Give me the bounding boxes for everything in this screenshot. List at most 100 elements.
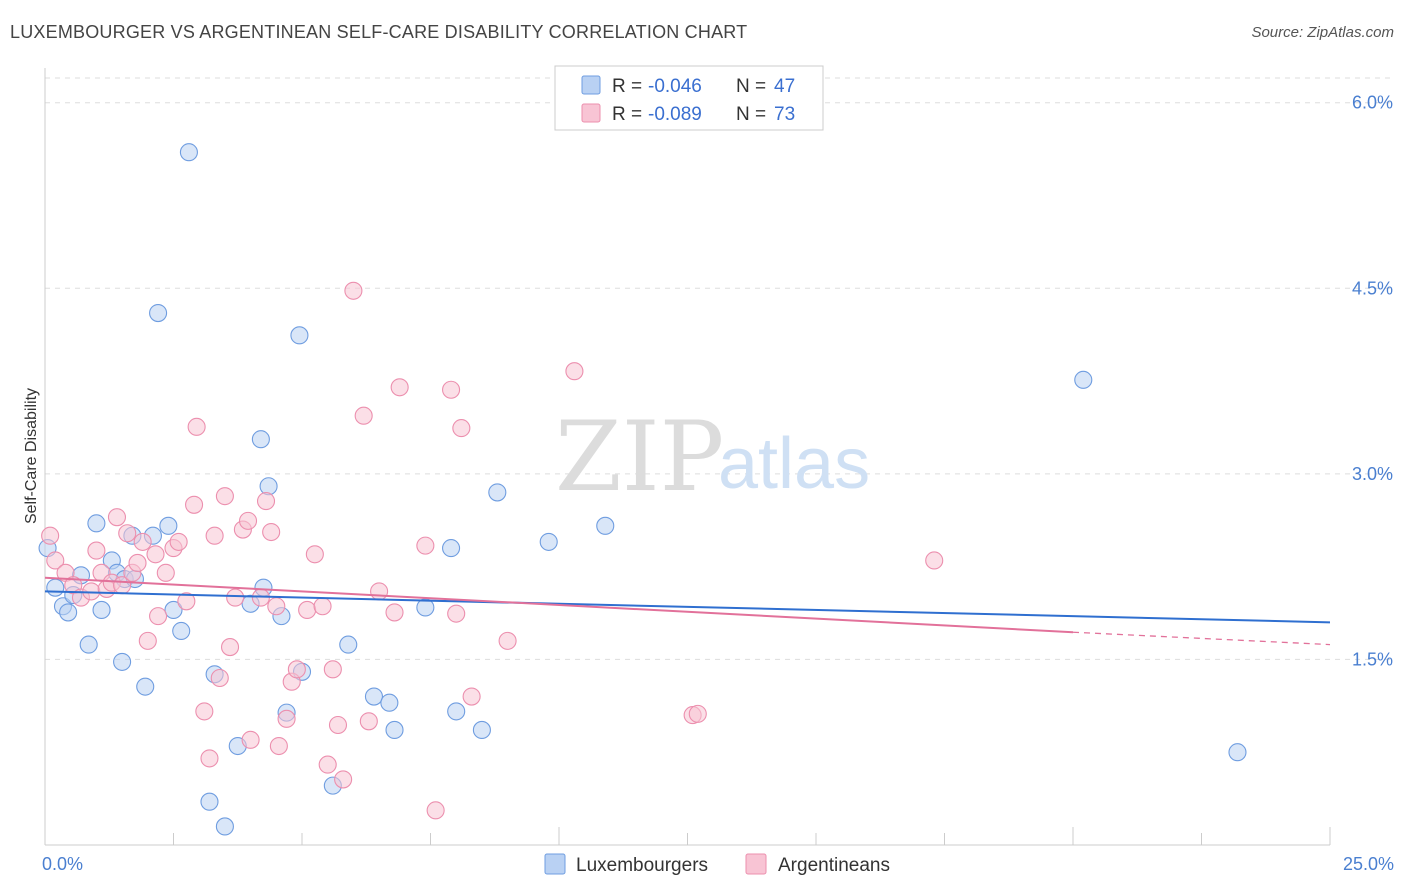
argentineans-point xyxy=(200,749,219,768)
argentineans-point xyxy=(118,524,137,543)
luxembourgers-point xyxy=(172,621,191,641)
argentineans-point xyxy=(442,380,461,399)
argentineans-point xyxy=(210,668,229,688)
luxembourgers-point xyxy=(364,687,384,706)
argentineans-point xyxy=(287,660,306,679)
argentineans-point xyxy=(226,588,245,607)
watermark: ZIP atlas xyxy=(555,401,870,513)
luxembourgers-point xyxy=(164,600,183,620)
argentineans-point xyxy=(169,532,188,551)
argentineans-point xyxy=(925,551,944,570)
legend-r-label: R = xyxy=(612,76,642,97)
luxembourgers-point xyxy=(179,143,198,162)
argentineans-point xyxy=(318,755,337,774)
argentineans-point xyxy=(185,495,204,514)
argentineans-point xyxy=(133,532,152,551)
argentineans-point xyxy=(107,508,127,527)
luxembourgers-point xyxy=(472,720,491,740)
luxembourgers-point xyxy=(442,539,461,558)
luxembourgers-point xyxy=(488,483,507,502)
y-tick-label: 4.5% xyxy=(1352,278,1393,298)
y-tick-label: 6.0% xyxy=(1352,93,1393,113)
argentineans-point xyxy=(215,487,234,506)
argentineans-point xyxy=(256,492,276,511)
luxembourgers-point xyxy=(149,303,168,323)
argentineans-point xyxy=(41,526,60,545)
argentineans-point xyxy=(416,536,435,555)
luxembourgers-point xyxy=(200,792,219,811)
legend-r-value: -0.046 xyxy=(648,76,702,97)
argentineans-point xyxy=(344,281,363,300)
x-tick-label: 0.0% xyxy=(42,854,83,874)
argentineans-point xyxy=(447,604,466,623)
series-legend-luxembourgers: Luxembourgers xyxy=(576,855,708,876)
argentineans-point xyxy=(128,553,147,572)
argentineans-trend-line xyxy=(44,576,1074,634)
argentineans-point xyxy=(354,406,373,425)
legend-r-value: -0.089 xyxy=(648,104,702,125)
luxembourgers-point xyxy=(87,514,106,533)
argentineans-trend-extension xyxy=(1072,631,1331,646)
argentineans-point xyxy=(390,378,409,397)
legend-r-label: R = xyxy=(612,104,642,125)
watermark-atlas: atlas xyxy=(718,424,870,504)
luxembourgers-point xyxy=(380,693,399,712)
luxembourgers-point xyxy=(59,603,78,622)
legend-swatch-argentineans xyxy=(581,103,601,123)
luxembourgers-point xyxy=(251,430,270,449)
argentineans-point xyxy=(385,603,404,622)
legend-n-label: N = xyxy=(736,104,766,125)
series-legend-argentineans: Argentineans xyxy=(778,855,890,876)
gridlines xyxy=(45,77,1395,660)
argentineans-point xyxy=(238,511,258,530)
luxembourgers-point xyxy=(539,532,558,551)
series-legend-swatch-argentineans xyxy=(745,853,767,875)
argentineans-point xyxy=(269,736,288,756)
argentineans-point xyxy=(462,687,481,706)
luxembourgers-point xyxy=(1228,743,1247,762)
luxembourgers-point xyxy=(596,516,615,535)
argentineans-point xyxy=(205,526,224,545)
y-axis-label: Self-Care Disability xyxy=(23,388,40,524)
argentineans-point xyxy=(328,715,348,735)
argentineans-point xyxy=(146,545,165,564)
argentineans-point xyxy=(565,362,584,381)
luxembourgers-point xyxy=(447,702,466,721)
argentineans-point xyxy=(688,704,707,723)
argentineans-point xyxy=(187,417,206,436)
luxembourgers-point xyxy=(136,677,155,696)
axes xyxy=(44,68,1331,846)
argentineans-point xyxy=(498,631,517,650)
legend-n-value: 47 xyxy=(774,76,795,97)
argentineans-point xyxy=(87,541,106,560)
y-tick-labels: 1.5% 3.0% 4.5% 6.0% xyxy=(1352,93,1393,670)
luxembourgers-point xyxy=(416,598,435,617)
legend-n-label: N = xyxy=(736,76,766,97)
luxembourgers-point xyxy=(113,652,132,671)
y-tick-label: 1.5% xyxy=(1352,649,1393,669)
argentineans-point xyxy=(334,770,353,789)
luxembourgers-point xyxy=(215,817,234,836)
argentineans-point xyxy=(156,563,175,582)
chart-title: LUXEMBOURGER VS ARGENTINEAN SELF-CARE DI… xyxy=(10,22,748,42)
luxembourgers-point xyxy=(46,578,65,597)
x-tick-labels: 0.0% 25.0% xyxy=(42,854,1394,874)
x-tick-label: 25.0% xyxy=(1343,854,1394,874)
luxembourgers-point xyxy=(290,326,309,345)
argentineans-point xyxy=(313,597,332,616)
argentineans-point xyxy=(195,702,214,721)
argentineans-point xyxy=(323,660,342,679)
source-credit: Source: ZipAtlas.com xyxy=(1251,24,1394,41)
y-tick-label: 3.0% xyxy=(1352,464,1393,484)
argentineans-point xyxy=(267,597,286,616)
luxembourgers-trend-line xyxy=(44,590,1331,624)
argentineans-point xyxy=(277,709,296,728)
argentineans-point xyxy=(149,607,168,626)
argentineans-point xyxy=(177,592,196,611)
argentineans-point xyxy=(262,522,281,542)
argentineans-point xyxy=(359,712,378,731)
luxembourgers-point xyxy=(1074,370,1093,389)
argentineans-point xyxy=(305,545,324,564)
luxembourgers-point xyxy=(92,600,111,620)
